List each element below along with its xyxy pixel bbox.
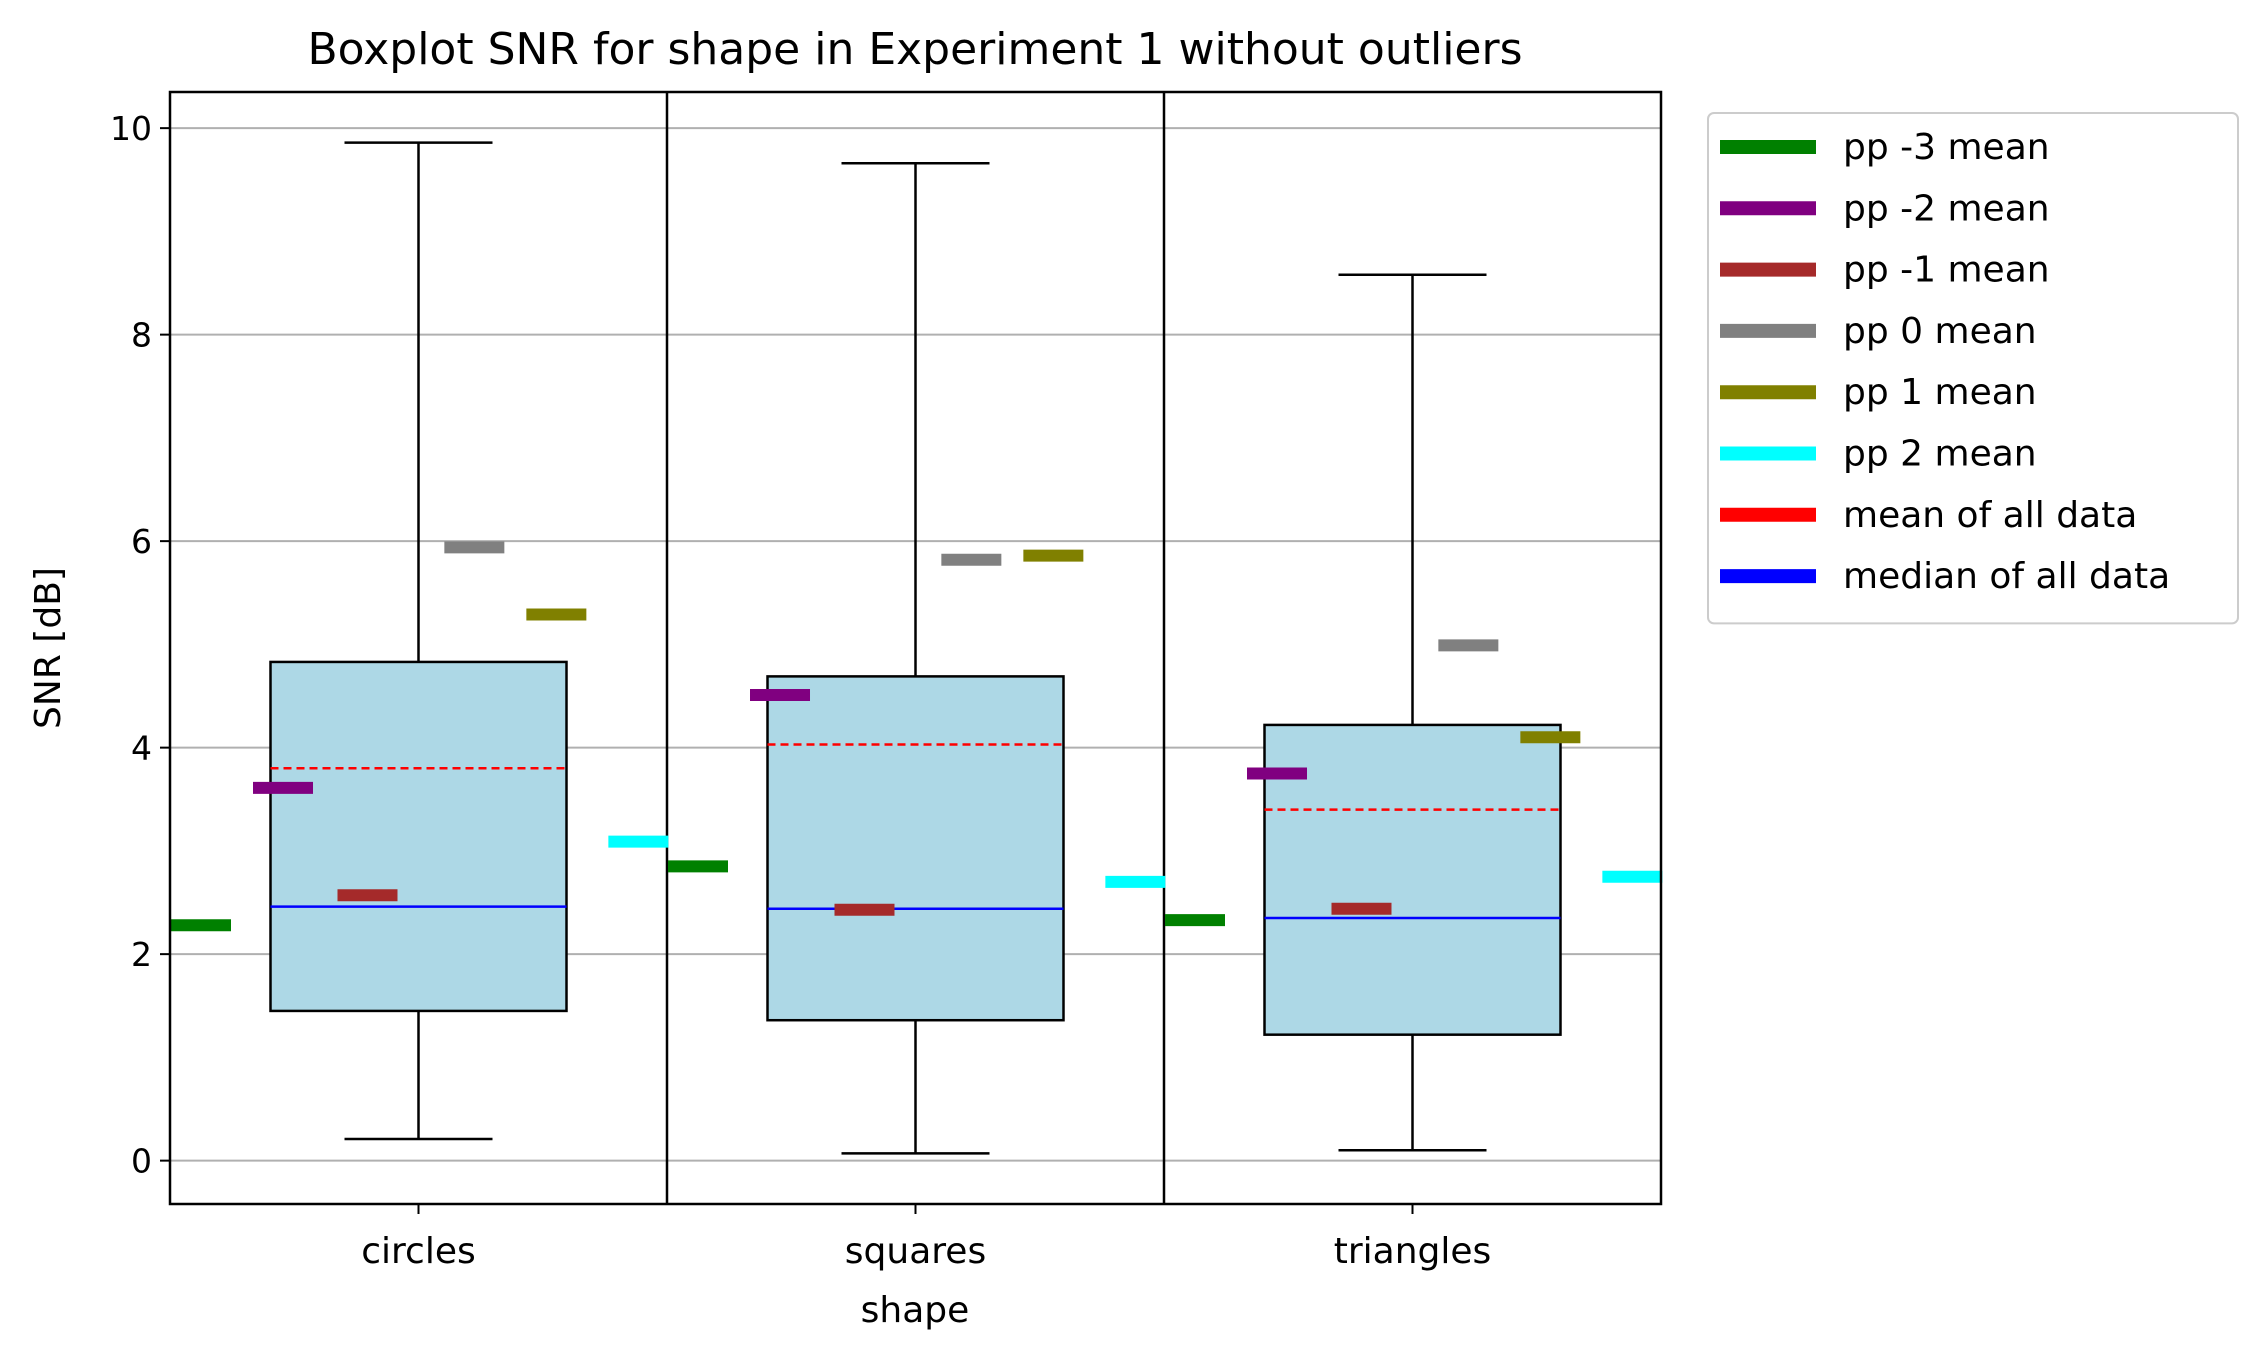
chart-title: Boxplot SNR for shape in Experiment 1 wi…	[307, 24, 1522, 75]
y-axis-label: SNR [dB]	[28, 567, 69, 729]
y-tick-label: 6	[131, 522, 152, 561]
legend-label: pp 0 mean	[1843, 311, 2037, 352]
x-tick-label: circles	[361, 1231, 476, 1272]
box	[269, 660, 568, 1013]
legend-label: pp 1 mean	[1843, 372, 2037, 413]
boxplots	[269, 141, 1562, 1155]
y-tick-label: 2	[131, 935, 152, 974]
legend-label: pp -1 mean	[1843, 250, 2050, 291]
legend-label: pp 2 mean	[1843, 434, 2037, 475]
boxplot-triangles	[1263, 273, 1562, 1152]
y-axis: 0 2 4 6 8 10	[110, 109, 170, 1181]
y-tick-label: 8	[131, 316, 152, 355]
legend-label: pp -2 mean	[1843, 188, 2050, 229]
box	[766, 675, 1065, 1022]
y-tick-label: 10	[110, 109, 152, 148]
x-tick-label: triangles	[1334, 1231, 1492, 1272]
x-axis: circles squares triangles	[361, 1204, 1491, 1272]
y-tick-label: 0	[131, 1142, 152, 1181]
category-dividers	[665, 92, 1166, 1204]
boxplot-squares	[766, 161, 1065, 1155]
boxplot-circles	[269, 141, 568, 1141]
legend: pp -3 mean pp -2 mean pp -1 mean pp 0 mean p…	[1707, 112, 2239, 625]
x-tick-label: squares	[845, 1231, 986, 1272]
pp-mean-markers	[171, 541, 1663, 932]
legend-label: mean of all data	[1843, 495, 2137, 536]
legend-label: pp -3 mean	[1843, 127, 2050, 168]
box	[1263, 723, 1562, 1036]
legend-frame	[1707, 112, 2239, 625]
y-tick-label: 4	[131, 729, 152, 768]
legend-label: median of all data	[1843, 556, 2170, 597]
x-axis-label: shape	[861, 1290, 970, 1331]
